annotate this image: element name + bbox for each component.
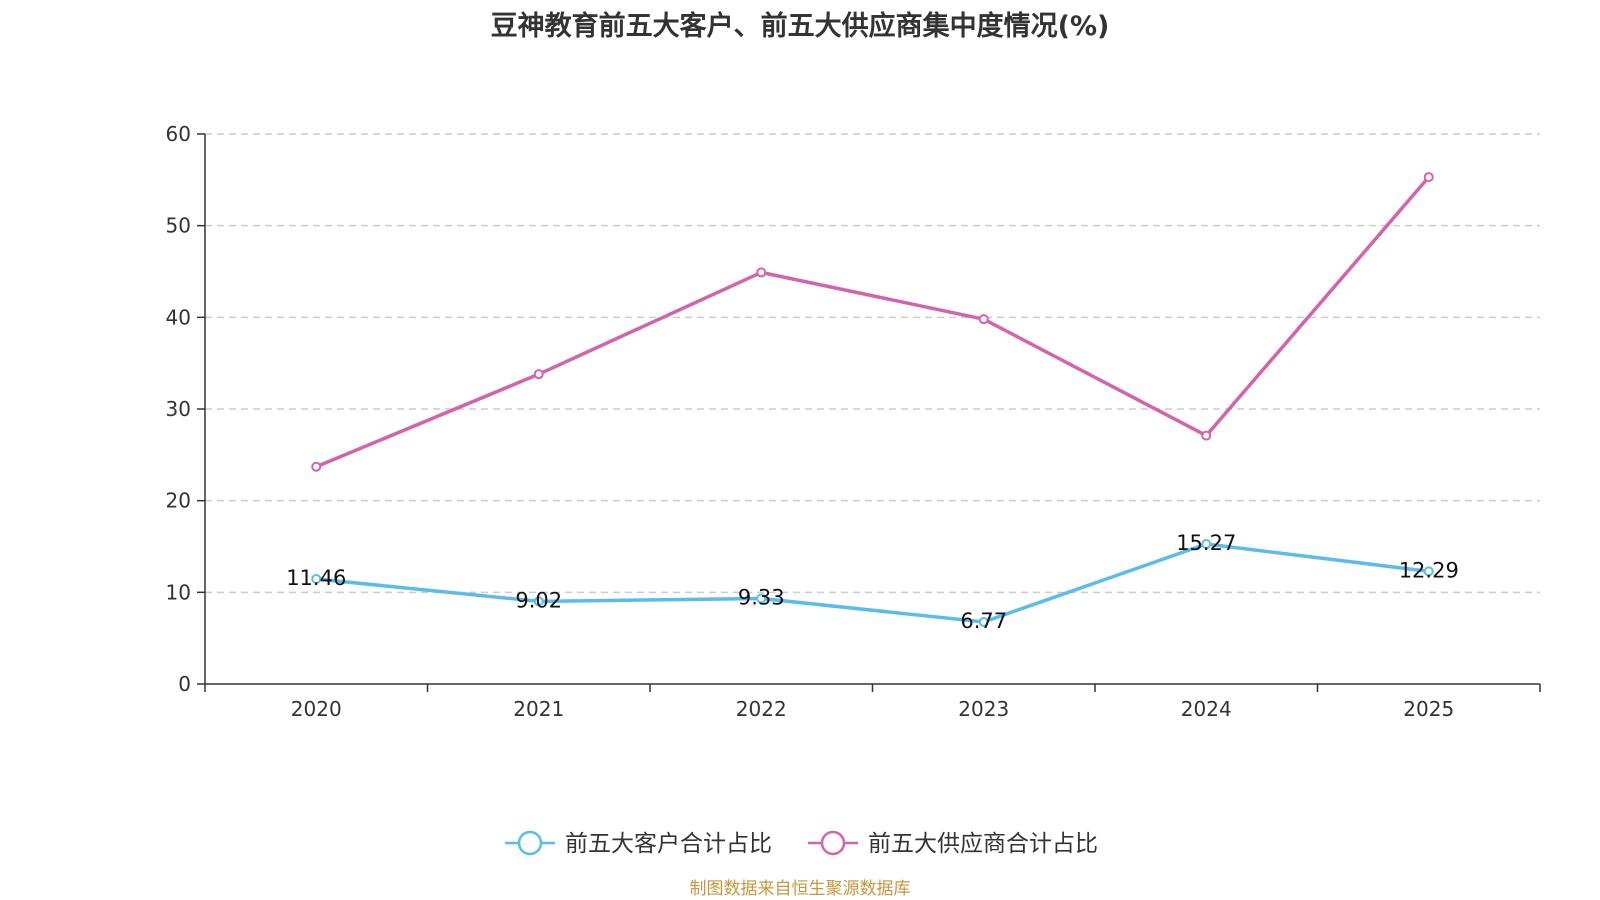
data-point-s1-2021 [533,596,544,607]
y-tick-label: 0 [178,672,191,696]
y-tick-label: 20 [166,489,191,513]
legend-item-2[interactable]: 前五大供应商合计占比 [808,830,1098,857]
legend-marker-icon [820,830,846,856]
data-point-s2-2020 [311,461,322,472]
data-point-s2-2021 [533,369,544,380]
data-point-s2-2023 [978,314,989,325]
data-label-2020: 11.46 [286,566,346,590]
x-tick-label-2022: 2022 [736,697,787,721]
data-point-s1-2024 [1201,539,1212,550]
data-label-2025: 12.29 [1399,558,1459,582]
y-tick-label: 30 [166,397,191,421]
y-tick-label: 10 [166,580,191,604]
data-point-s2-2024 [1201,430,1212,441]
legend[interactable]: 前五大客户合计占比 前五大供应商合计占比 [505,830,1098,857]
data-label-2022: 9.33 [738,585,785,609]
legend-label: 前五大客户合计占比 [565,831,772,857]
y-tick-label: 50 [166,214,191,238]
legend-label: 前五大供应商合计占比 [868,831,1098,857]
data-point-s1-2022 [756,593,767,604]
grid-lines [205,133,1540,594]
x-tick-label-2020: 2020 [291,697,342,721]
data-point-s1-2020 [311,573,322,584]
series-lines [311,172,1434,627]
x-tick-label-2024: 2024 [1181,697,1232,721]
x-tick-label-2025: 2025 [1403,697,1454,721]
legend-marker-icon [517,830,543,856]
series-line-2 [315,175,1431,469]
data-point-s1-2025 [1423,566,1434,577]
data-label-2021: 9.02 [515,588,562,612]
x-tick-label-2023: 2023 [958,697,1009,721]
series-line-1 [316,542,1429,624]
y-tick-label: 60 [166,122,191,146]
y-tick-label: 40 [166,305,191,329]
data-label-2024: 15.27 [1176,531,1236,555]
chart-title: 豆神教育前五大客户、前五大供应商集中度情况(%) [490,11,1110,42]
source-note: 制图数据来自恒生聚源数据库 [689,879,911,899]
axes: 0 10 20 30 40 50 60 2020 2021 2022 2023 2024 2025 [166,122,1541,721]
data-label-2023: 6.77 [960,609,1007,633]
data-point-s2-2025 [1423,172,1434,183]
data-point-s1-2023 [978,616,989,627]
legend-item-1[interactable]: 前五大客户合计占比 [505,830,772,857]
data-labels: 11.46 9.02 9.33 6.77 15.27 12.29 [286,531,1459,633]
x-tick-label-2021: 2021 [513,697,564,721]
data-point-s2-2022 [756,267,767,278]
